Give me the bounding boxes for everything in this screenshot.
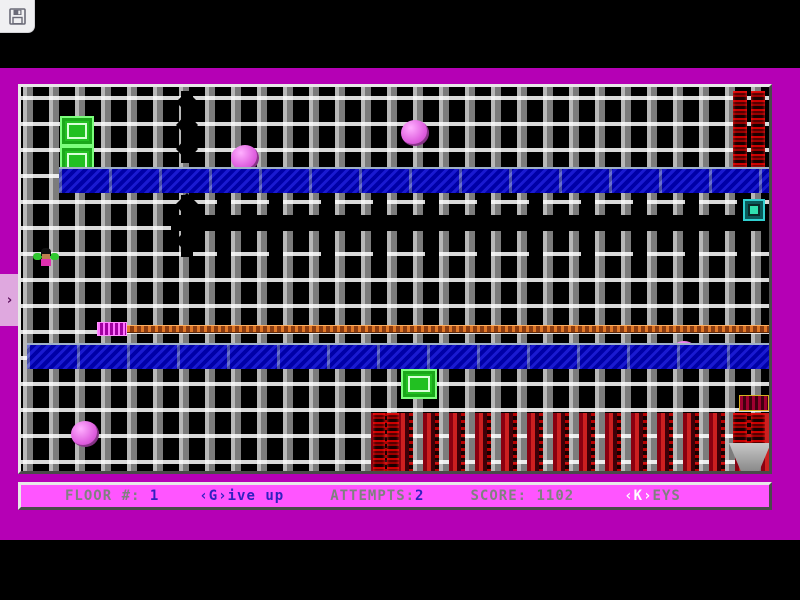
black-gap-column <box>181 91 193 163</box>
cyan-item-box[interactable] <box>743 199 765 221</box>
score-label: SCORE: <box>470 488 528 504</box>
give-up-key[interactable]: ‹G› <box>199 488 228 504</box>
green-block[interactable] <box>401 369 437 399</box>
fire-hazard-column <box>733 91 747 167</box>
fire-hazard-cell <box>733 413 747 447</box>
green-block[interactable] <box>60 116 94 146</box>
blue-conveyor-belt <box>59 167 769 193</box>
player-character[interactable] <box>33 247 61 269</box>
floppy-disk-icon <box>8 7 26 25</box>
fire-hazard-cell <box>373 413 385 471</box>
cannon-launcher[interactable] <box>97 322 127 336</box>
status-space-1 <box>140 488 149 504</box>
keys-key[interactable]: ‹K› <box>624 488 653 504</box>
playfield-background <box>21 87 769 471</box>
attempts-value: 2 <box>415 488 425 504</box>
fire-hazard-cell <box>387 413 399 471</box>
sidebar-expand-tab[interactable]: › <box>0 274 19 326</box>
red-item-box[interactable] <box>739 395 769 411</box>
player-head <box>41 248 51 256</box>
black-hazard-band <box>217 193 769 217</box>
rope-line <box>127 325 769 333</box>
status-space-2 <box>527 488 536 504</box>
player-torso <box>41 259 51 266</box>
keys-label[interactable]: EYS <box>652 488 681 504</box>
floor-label: FLOOR #: <box>65 488 141 504</box>
fire-hazard-cell <box>751 413 765 447</box>
black-hazard-band <box>171 215 769 231</box>
pink-ball[interactable] <box>231 145 259 171</box>
floor-value: 1 <box>149 488 160 504</box>
give-up-label[interactable]: ive up <box>227 488 285 504</box>
status-bar: FLOOR #: 1 ‹G› ive up ATTEMPTS: 2 SCORE:… <box>18 482 772 510</box>
fire-hazard-row <box>371 413 769 471</box>
player-arm-left <box>33 253 42 260</box>
player-arm-right <box>50 253 59 260</box>
blue-conveyor-belt <box>27 343 769 369</box>
player-face <box>42 254 50 260</box>
save-button[interactable] <box>0 0 34 32</box>
chevron-right-icon: › <box>6 292 13 308</box>
fire-hazard-column <box>751 91 765 167</box>
black-hazard-band <box>217 231 769 257</box>
game-viewport[interactable] <box>18 84 772 474</box>
score-value: 1102 <box>536 488 575 504</box>
pink-ball[interactable] <box>401 120 429 146</box>
attempts-label: ATTEMPTS: <box>330 488 416 504</box>
pink-ball[interactable] <box>71 421 99 447</box>
